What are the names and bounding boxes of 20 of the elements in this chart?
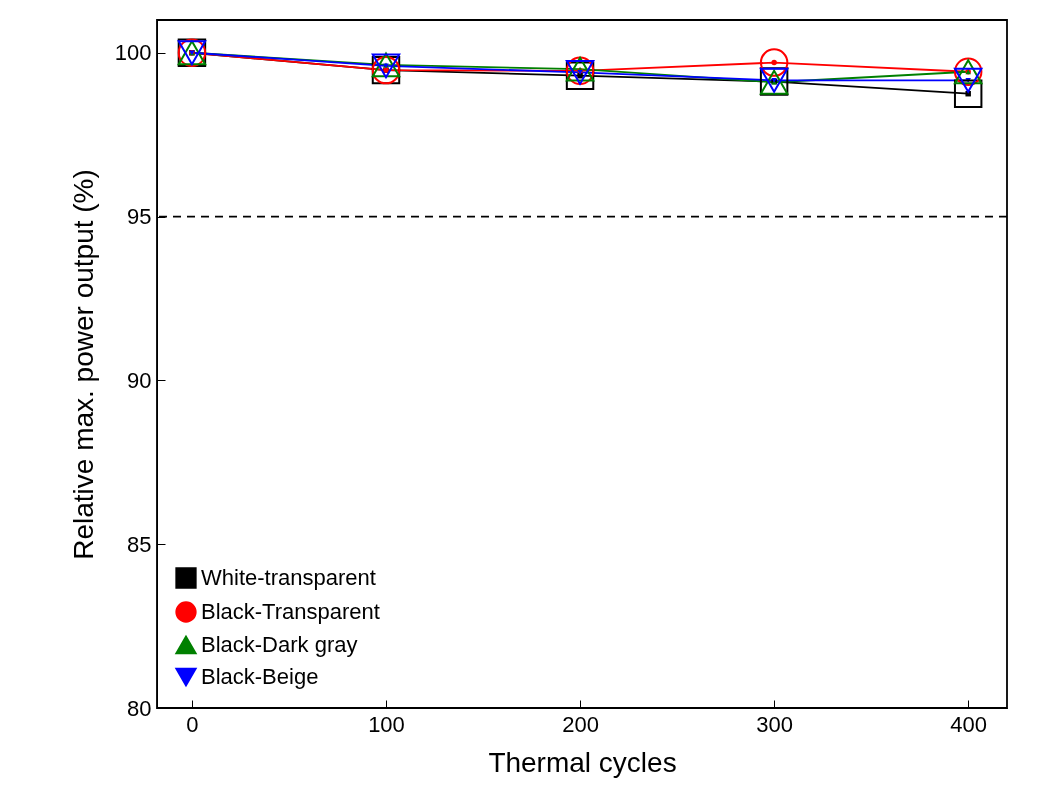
y-tick-label: 100	[114, 40, 152, 66]
x-tick-label: 200	[562, 711, 599, 737]
x-axis-title: Thermal cycles	[488, 746, 677, 778]
y-tick-label: 85	[127, 531, 152, 557]
y-tick-label: 80	[127, 695, 152, 721]
point	[953, 67, 983, 93]
x-tick-label: 400	[950, 711, 988, 737]
point	[759, 48, 789, 77]
point	[953, 79, 983, 108]
x-tick-label: 100	[368, 711, 405, 737]
x-tick-label: 0	[186, 711, 199, 737]
point	[565, 61, 595, 90]
legend-label: White-transparent	[201, 565, 376, 590]
x-tick-label: 300	[756, 711, 793, 737]
legend-label: Black-Transparent	[201, 599, 380, 624]
legend-label: Black-Beige	[201, 664, 319, 689]
y-tick-label: 90	[127, 367, 152, 393]
legend-label: Black-Dark gray	[201, 632, 358, 657]
y-axis-title: Relative max. power output (%)	[67, 169, 99, 560]
y-tick-label: 95	[127, 204, 152, 230]
